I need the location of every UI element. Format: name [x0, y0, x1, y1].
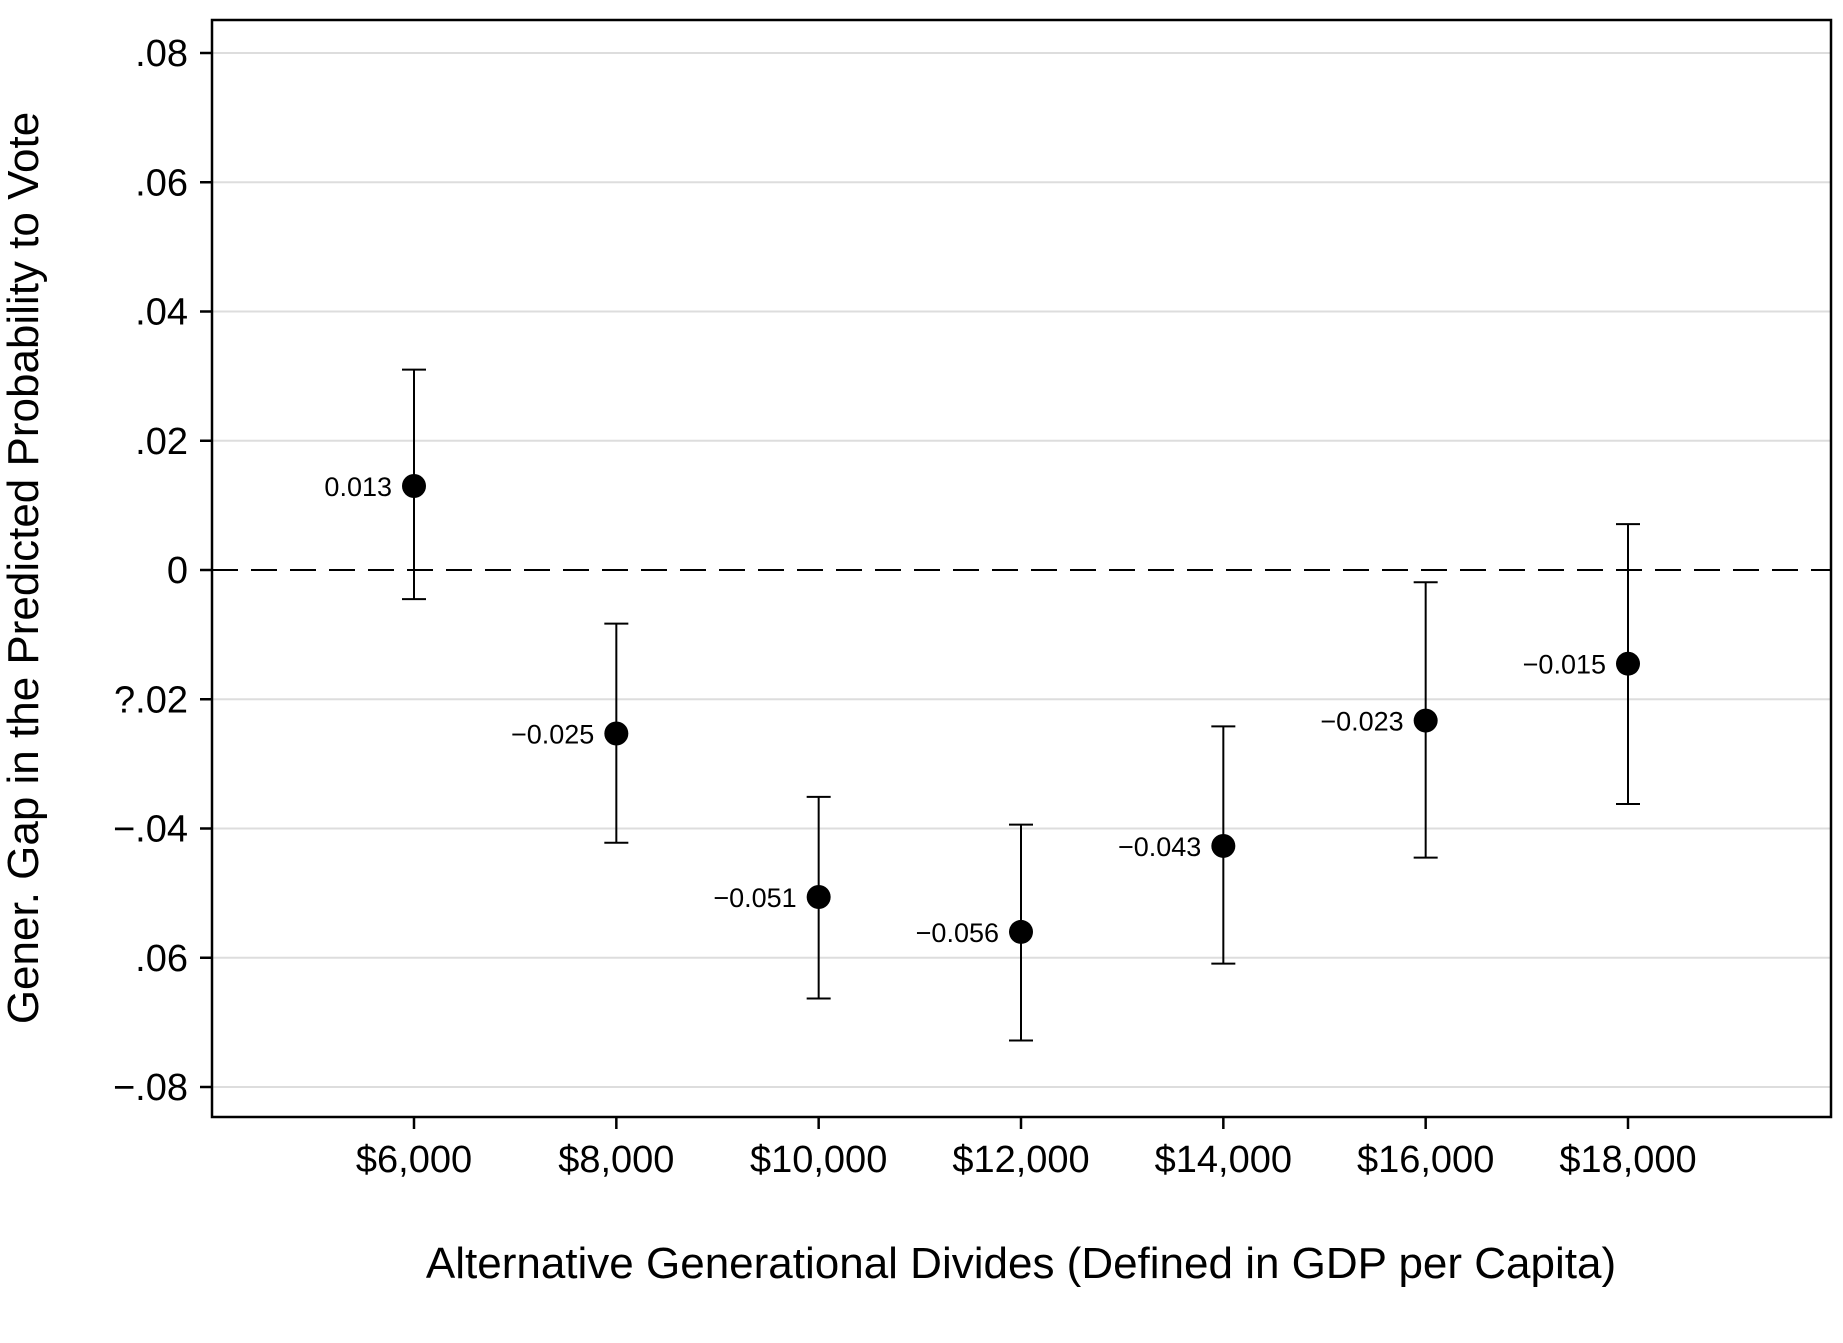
data-marks: 0.013 −0.025 −0.051 −0.056 −0.043 −0.023 −0.01… [324, 368, 1640, 1042]
y-tick-label: −.04 [113, 809, 188, 851]
y-tick-label: .02 [135, 421, 188, 463]
data-label: −0.056 [916, 918, 999, 948]
y-axis-title: Gener. Gap in the Predicted Probability … [0, 112, 48, 1024]
data-label: −0.043 [1118, 832, 1201, 862]
data-point [1211, 833, 1236, 858]
x-axis: $6,000 $8,000 $10,000 $12,000 $14,000 $16,000… [356, 1117, 1697, 1181]
data-label: −0.025 [511, 720, 594, 750]
y-tick-label: −.08 [113, 1067, 188, 1109]
data-point [1616, 651, 1640, 676]
data-label: −0.051 [713, 883, 796, 913]
data-label: 0.013 [324, 472, 392, 502]
y-tick-label: ?.02 [114, 679, 188, 721]
data-point [1413, 708, 1438, 733]
x-tick-label: $10,000 [750, 1139, 887, 1181]
y-tick-label: .08 [135, 33, 188, 75]
data-point [1009, 919, 1033, 944]
data-label: −0.015 [1523, 650, 1606, 680]
x-tick-label: $14,000 [1155, 1139, 1292, 1181]
x-axis-title: Alternative Generational Divides (Define… [426, 1239, 1616, 1288]
data-label: −0.023 [1320, 707, 1403, 737]
data-point [806, 885, 831, 910]
x-tick-label: $12,000 [952, 1139, 1089, 1181]
x-tick-label: $8,000 [558, 1139, 674, 1181]
y-tick-label: 0 [167, 550, 188, 592]
y-tick-label: .06 [135, 938, 188, 980]
y-tick-label: .06 [135, 162, 188, 204]
x-tick-label: $6,000 [356, 1139, 472, 1181]
x-tick-label: $16,000 [1357, 1139, 1494, 1181]
data-point [402, 473, 426, 498]
x-tick-label: $18,000 [1559, 1139, 1696, 1181]
y-axis: .08 .06 .04 .02 0 ?.02 −.04 .06 −.08 [113, 33, 212, 1109]
y-tick-label: .04 [135, 292, 188, 334]
data-point [604, 721, 629, 746]
